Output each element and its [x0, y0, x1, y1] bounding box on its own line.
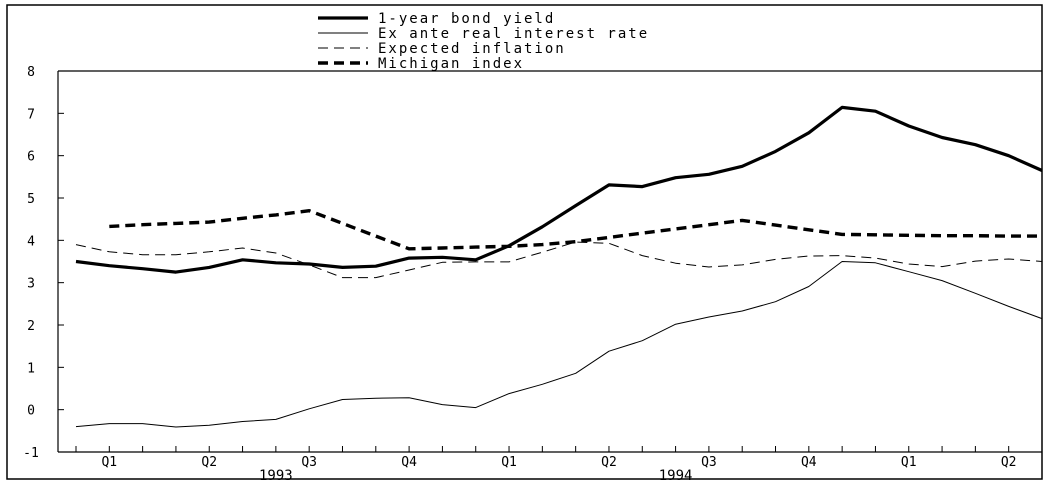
- x-quarter-label: Q2: [201, 455, 217, 470]
- series-line-ex-ante-real-interest-rate: [75, 261, 1043, 428]
- y-tick-label: 3: [27, 277, 35, 292]
- y-tick-label: 2: [27, 319, 35, 334]
- x-quarter-label: Q2: [1001, 455, 1017, 470]
- x-quarter-label: Q3: [701, 455, 717, 470]
- y-tick-label: 0: [27, 404, 35, 419]
- y-tick-label: 4: [27, 234, 35, 249]
- series-line-michigan-index: [109, 209, 1042, 251]
- series-line-1-year-bond-yield: [75, 105, 1043, 274]
- x-quarter-label: Q4: [401, 455, 417, 470]
- y-tick-label: 8: [27, 65, 35, 80]
- x-quarter-label: Q2: [601, 455, 617, 470]
- x-quarter-label: Q3: [301, 455, 317, 470]
- chart-frame: [6, 4, 1043, 480]
- y-tick-label: 1: [27, 361, 35, 376]
- x-quarter-label: Q4: [801, 455, 817, 470]
- series-line-expected-inflation: [75, 241, 1043, 279]
- legend-label: 1-year bond yield: [378, 11, 555, 27]
- x-quarter-label: Q1: [501, 455, 517, 470]
- legend-label: Ex ante real interest rate: [378, 26, 649, 42]
- y-tick-label: 5: [27, 192, 35, 207]
- x-quarter-label: Q1: [901, 455, 917, 470]
- y-tick-label: 7: [27, 107, 35, 122]
- x-year-label: 1994: [659, 468, 693, 484]
- legend-label: Expected inflation: [378, 41, 566, 57]
- x-quarter-label: Q1: [101, 455, 117, 470]
- y-tick-label: 6: [27, 150, 35, 165]
- x-year-label: 1993: [259, 468, 293, 484]
- legend-label: Michigan index: [378, 56, 524, 72]
- y-tick-label: -1: [23, 446, 39, 461]
